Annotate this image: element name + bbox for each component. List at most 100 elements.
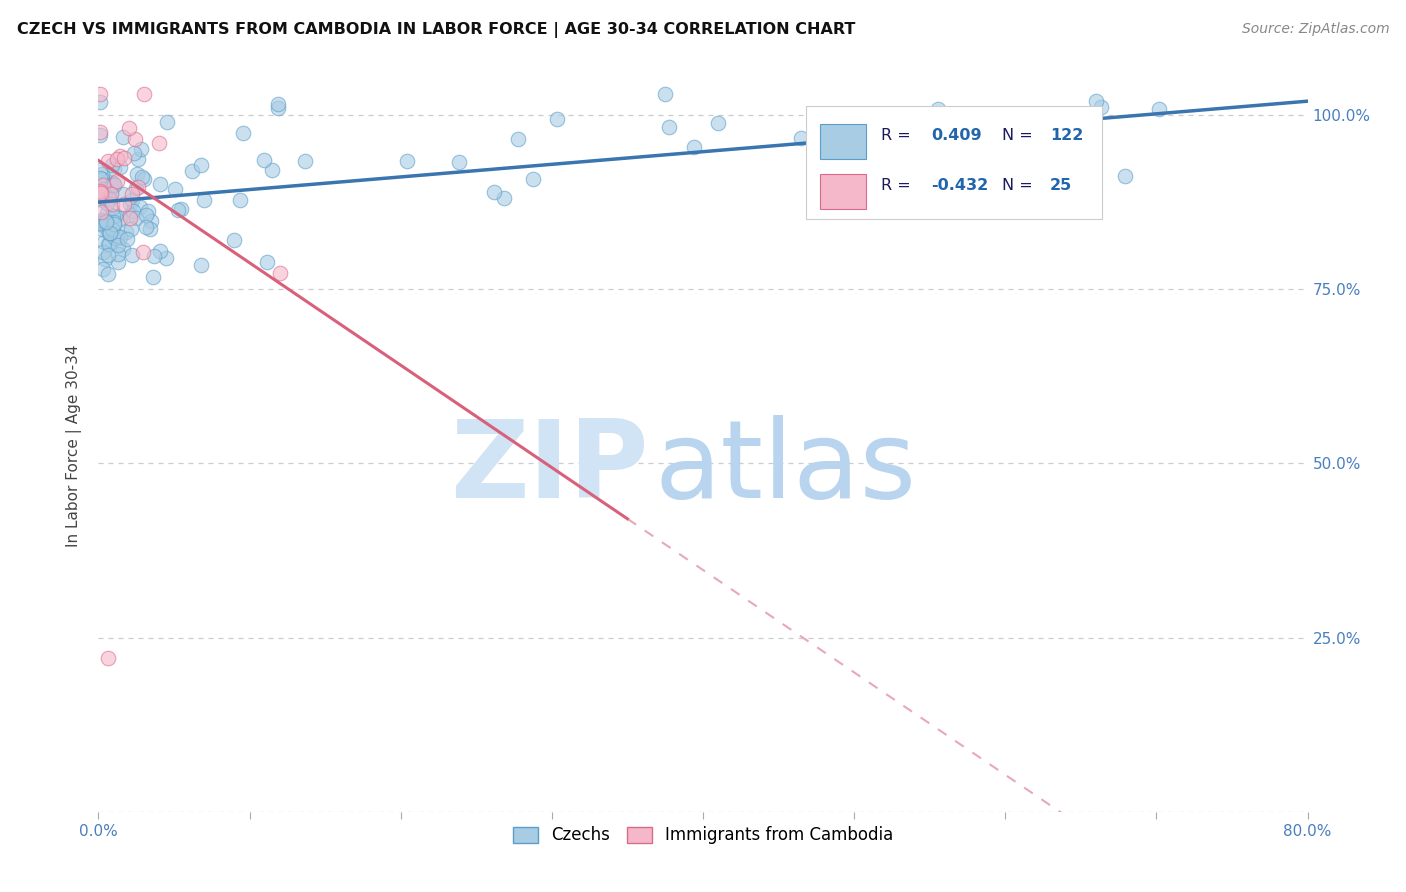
Point <box>103 162 125 177</box>
Point <box>94 214 117 228</box>
Point <box>104 210 127 224</box>
Point <box>121 193 143 207</box>
Point <box>837 201 859 215</box>
Point <box>89 186 111 200</box>
FancyBboxPatch shape <box>806 106 1102 219</box>
Point <box>127 153 149 167</box>
Point <box>108 229 131 244</box>
Point <box>129 200 152 214</box>
Point <box>107 247 129 261</box>
Point <box>97 247 120 261</box>
Point <box>494 190 516 204</box>
Point <box>89 162 111 177</box>
Point <box>93 182 115 196</box>
Text: CZECH VS IMMIGRANTS FROM CAMBODIA IN LABOR FORCE | AGE 30-34 CORRELATION CHART: CZECH VS IMMIGRANTS FROM CAMBODIA IN LAB… <box>17 22 855 38</box>
Point <box>253 153 276 167</box>
Point <box>269 266 291 280</box>
Point <box>170 202 193 216</box>
Point <box>89 217 111 231</box>
Point <box>96 216 118 230</box>
Point <box>101 158 124 172</box>
Point <box>707 116 730 130</box>
Point <box>125 167 148 181</box>
Point <box>112 197 135 211</box>
Point <box>98 226 121 240</box>
Point <box>89 171 111 186</box>
Point <box>135 208 157 222</box>
Point <box>1085 94 1108 108</box>
Point <box>91 190 114 204</box>
Point <box>90 167 112 181</box>
Point <box>122 146 145 161</box>
Point <box>260 162 283 177</box>
Point <box>115 226 138 240</box>
Point <box>129 142 152 156</box>
Point <box>1149 102 1171 116</box>
FancyBboxPatch shape <box>820 124 866 160</box>
Text: 25: 25 <box>1050 178 1073 193</box>
Point <box>149 177 172 191</box>
Point <box>167 202 190 217</box>
Point <box>683 140 706 154</box>
Point <box>149 244 172 259</box>
Point <box>190 158 212 172</box>
Point <box>790 131 813 145</box>
Point <box>100 201 122 215</box>
Point <box>132 245 155 260</box>
Point <box>111 242 134 256</box>
Point <box>229 193 252 207</box>
Point <box>96 181 118 195</box>
Point <box>927 102 949 116</box>
Point <box>97 236 120 251</box>
Point <box>127 180 149 194</box>
Text: N =: N = <box>1001 178 1038 193</box>
Point <box>121 187 143 202</box>
Point <box>90 186 112 200</box>
Point <box>132 172 155 186</box>
Point <box>90 215 112 229</box>
Point <box>115 232 138 246</box>
Point <box>101 222 124 236</box>
Point <box>112 152 135 166</box>
Text: R =: R = <box>880 128 915 143</box>
Point <box>105 228 128 243</box>
Point <box>155 251 177 265</box>
Point <box>94 220 117 235</box>
Point <box>256 254 278 268</box>
Point <box>522 172 544 186</box>
Point <box>134 220 156 235</box>
Point <box>90 204 112 219</box>
Point <box>142 270 165 285</box>
Point <box>995 116 1018 130</box>
Point <box>396 154 419 169</box>
Point <box>100 187 122 202</box>
Point <box>658 120 681 135</box>
Point <box>193 193 215 207</box>
Point <box>108 160 131 174</box>
Point <box>97 267 120 281</box>
Y-axis label: In Labor Force | Age 30-34: In Labor Force | Age 30-34 <box>66 344 83 548</box>
Point <box>139 221 162 235</box>
Point <box>294 153 316 168</box>
Point <box>91 244 114 259</box>
Text: ZIP: ZIP <box>450 415 648 521</box>
Point <box>97 651 120 665</box>
Text: N =: N = <box>1001 128 1038 143</box>
Point <box>96 206 118 220</box>
Point <box>190 258 212 272</box>
Point <box>89 125 111 139</box>
Point <box>91 193 114 207</box>
Text: 0.409: 0.409 <box>932 128 983 143</box>
Point <box>103 177 125 191</box>
Point <box>103 214 125 228</box>
Point <box>148 136 170 150</box>
Point <box>103 209 125 223</box>
Point <box>89 214 111 228</box>
Point <box>90 221 112 235</box>
Point <box>124 132 146 146</box>
Point <box>89 216 111 230</box>
Text: -0.432: -0.432 <box>932 178 988 193</box>
Point <box>232 127 254 141</box>
Point <box>101 197 124 211</box>
Point <box>142 249 165 263</box>
